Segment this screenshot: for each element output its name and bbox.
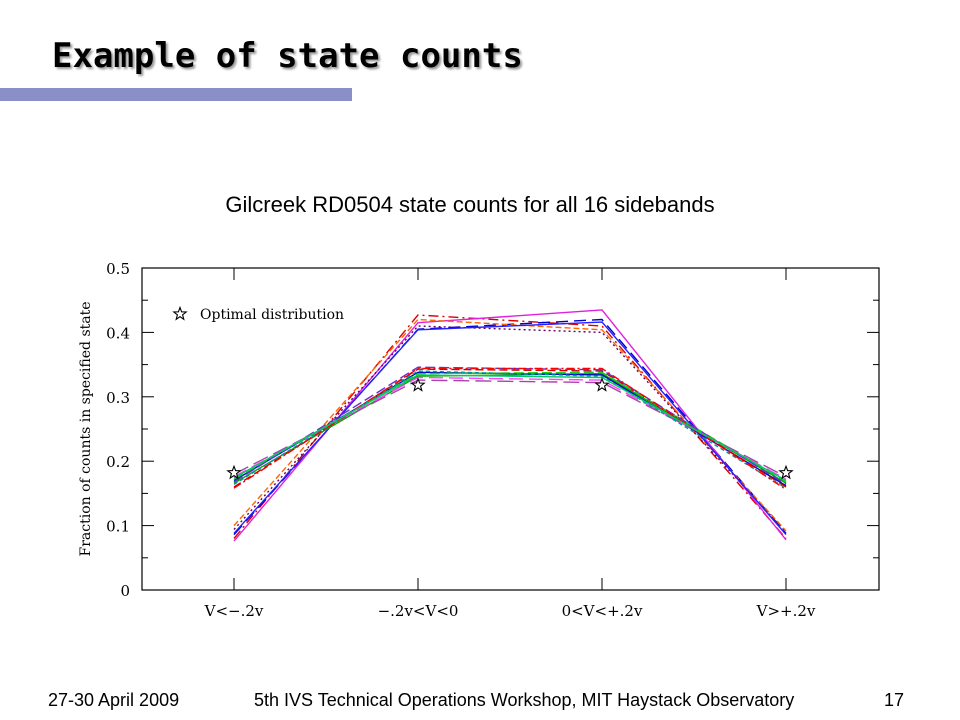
optimal-star-marker [594,377,610,392]
legend-label: Optimal distribution [200,307,344,323]
page-number: 17 [884,690,905,710]
series-line-2 [233,318,787,536]
optimal-star-marker [778,464,794,480]
series-line-14 [233,370,787,489]
y-tick-label: 0.4 [106,324,130,342]
series-line-1 [233,314,787,539]
y-tick-label: 0.3 [106,389,130,407]
y-axis-label: Fraction of counts in specified state [78,301,94,556]
series-line-16 [233,374,787,482]
series-line-6 [233,321,787,536]
series-line-15 [233,367,787,491]
series-line-11 [233,371,787,483]
optimal-star-marker [410,377,426,392]
title-accent-bar [0,88,352,101]
y-tick-label: 0.2 [106,453,130,471]
series-line-3 [233,309,787,542]
x-tick-label: 0<V<+.2v [562,602,643,620]
chart-title: Gilcreek RD0504 state counts for all 16 … [225,192,715,217]
x-tick-label: V<−.2v [204,602,264,620]
series-line-12 [233,366,787,485]
series-line-4 [233,325,787,533]
series-line-10 [233,376,787,480]
footer-date: 27-30 April 2009 [48,690,180,710]
x-tick-label: −.2v<V<0 [378,602,459,620]
series-line-9 [233,368,787,488]
optimal-star-marker [226,464,242,480]
footer-event: 5th IVS Technical Operations Workshop, M… [254,690,795,710]
slide-title: Example of state counts [52,36,523,76]
series-line-7 [233,372,787,484]
legend-star-icon [172,305,188,321]
y-tick-label: 0.5 [106,260,130,278]
series-line-8 [233,371,787,487]
y-tick-label: 0.1 [106,518,130,536]
x-tick-label: V>+.2v [756,602,816,620]
series-line-13 [233,379,787,478]
series-line-5 [233,318,787,532]
y-tick-label: 0 [120,582,130,600]
